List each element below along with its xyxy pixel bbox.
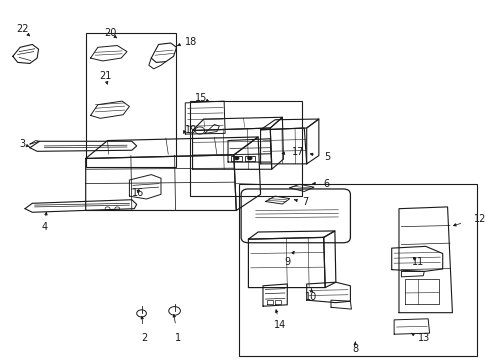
Text: 5: 5 bbox=[324, 152, 330, 162]
Text: 12: 12 bbox=[474, 215, 487, 224]
Text: 21: 21 bbox=[99, 71, 111, 81]
Text: 20: 20 bbox=[104, 28, 116, 38]
Text: 13: 13 bbox=[418, 333, 431, 343]
Text: 9: 9 bbox=[284, 257, 291, 267]
Text: 14: 14 bbox=[274, 320, 286, 330]
Bar bbox=[239, 184, 477, 356]
Text: 18: 18 bbox=[185, 37, 197, 47]
Bar bbox=[190, 101, 302, 196]
Text: 10: 10 bbox=[305, 292, 318, 302]
Bar bbox=[86, 33, 175, 167]
Text: 22: 22 bbox=[16, 24, 29, 35]
Text: 4: 4 bbox=[41, 222, 48, 231]
Circle shape bbox=[248, 157, 252, 159]
Text: 8: 8 bbox=[352, 343, 358, 354]
Text: 11: 11 bbox=[412, 257, 424, 267]
Text: 17: 17 bbox=[292, 147, 304, 157]
Text: 1: 1 bbox=[175, 333, 181, 343]
Text: 15: 15 bbox=[195, 93, 207, 103]
Text: 19: 19 bbox=[185, 125, 197, 135]
Text: 16: 16 bbox=[132, 188, 144, 198]
Text: 2: 2 bbox=[141, 333, 147, 343]
Text: 6: 6 bbox=[324, 179, 330, 189]
Circle shape bbox=[235, 157, 239, 159]
Text: 7: 7 bbox=[302, 197, 308, 207]
Text: 3: 3 bbox=[20, 139, 25, 149]
